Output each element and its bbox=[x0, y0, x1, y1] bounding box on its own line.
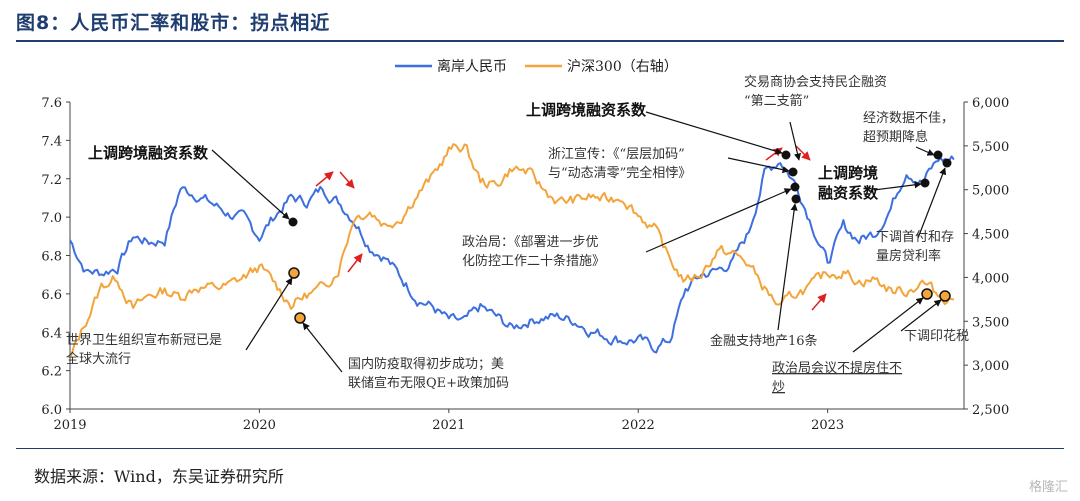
annotation-second-arrow-line2: “第二支箭” bbox=[744, 93, 809, 109]
y-left-tick-label: 6.2 bbox=[41, 365, 62, 380]
y-axis-right-ticks: 2,500 3,000 3,500 4,000 4,500 5,000 5,500 6,000 bbox=[964, 96, 1009, 418]
marker-dot-yellow bbox=[939, 290, 951, 302]
y-right-tick-label: 4,000 bbox=[972, 271, 1009, 286]
marker-dot-yellow bbox=[921, 288, 933, 300]
x-axis-ticks: 2019 2020 2021 2022 2023 bbox=[53, 409, 844, 433]
marker-dot-black bbox=[942, 158, 952, 168]
marker-dot-black bbox=[790, 182, 800, 192]
y-right-tick-label: 2,500 bbox=[972, 403, 1009, 418]
data-source: 数据来源：Wind，东吴证券研究所 bbox=[34, 467, 284, 486]
annotation-zhejiang-line2: 与“动态清零”完全相悖》 bbox=[548, 165, 691, 181]
marker-dot-yellow bbox=[288, 267, 300, 279]
y-left-tick-label: 7.4 bbox=[41, 134, 62, 149]
y-right-tick-label: 4,500 bbox=[972, 228, 1009, 243]
title-rule bbox=[16, 40, 1064, 42]
marker-dot-yellow bbox=[294, 312, 306, 324]
annotation-epidemic-control-line2: 联储宣布无限QE+政策加码 bbox=[348, 375, 509, 391]
annotation-second-arrow-line1: 交易商协会支持民企融资 bbox=[744, 74, 887, 90]
trend-arrow-up-2022-csi bbox=[811, 293, 827, 311]
marker-dot-black bbox=[933, 150, 943, 160]
x-tick-label: 2020 bbox=[243, 418, 276, 433]
y-right-tick-label: 3,500 bbox=[972, 315, 1009, 330]
x-tick-label: 2023 bbox=[811, 418, 844, 433]
trend-arrow-up-2020 bbox=[315, 171, 334, 187]
annotation-politburo-property-line1: 政治局会议不提房住不 bbox=[772, 360, 902, 376]
y-left-tick-label: 7.6 bbox=[41, 96, 62, 111]
y-right-tick-label: 6,000 bbox=[972, 96, 1009, 111]
x-tick-label: 2021 bbox=[432, 418, 465, 433]
event-markers bbox=[288, 150, 952, 324]
annotation-property-16: 金融支持地产16条 bbox=[710, 333, 818, 349]
trend-arrow-up-2020-csi bbox=[347, 253, 363, 273]
y-right-tick-label: 3,000 bbox=[972, 359, 1009, 374]
watermark-logo: 格隆汇 bbox=[1028, 480, 1068, 495]
x-tick-label: 2022 bbox=[622, 418, 655, 433]
series-line-cnh bbox=[69, 155, 955, 354]
annotation-raise-ratio-2022: 上调跨境融资系数 bbox=[526, 101, 647, 119]
y-left-tick-label: 6.4 bbox=[41, 326, 62, 341]
annotation-politburo-20-line1: 政治局：《部署进一步优 bbox=[462, 235, 599, 250]
y-left-tick-label: 6.8 bbox=[41, 250, 62, 265]
annotation-rate-cut-line1: 经济数据不佳， bbox=[863, 111, 954, 126]
annotation-raise-ratio-2023-line2: 融资系数 bbox=[818, 184, 879, 202]
annotation-stamp-duty: 下调印花税 bbox=[904, 328, 969, 344]
y-axis-left-ticks: 6.0 6.2 6.4 6.6 6.8 7.0 7.2 7.4 7.6 bbox=[41, 96, 70, 418]
marker-dot-black bbox=[288, 217, 298, 227]
source-rule bbox=[16, 448, 1064, 449]
annotation-mortgage-line2: 量房贷利率 bbox=[876, 248, 941, 264]
y-right-tick-label: 5,500 bbox=[972, 140, 1009, 155]
y-left-tick-label: 6.6 bbox=[41, 288, 62, 303]
legend-label-csi300: 沪深300（右轴） bbox=[567, 59, 678, 75]
annotation-rate-cut-line2: 超预期降息 bbox=[863, 129, 928, 145]
leader-lines bbox=[211, 111, 947, 373]
trend-arrow-down-2020 bbox=[339, 171, 355, 189]
y-left-tick-label: 7.2 bbox=[41, 173, 62, 188]
x-tick-label: 2019 bbox=[53, 418, 86, 433]
annotation-raise-ratio-2023-line1: 上调跨境 bbox=[818, 164, 878, 182]
figure-title: 图8：人民币汇率和股市：拐点相近 bbox=[16, 12, 331, 34]
legend-label-cnh: 离岸人民币 bbox=[437, 58, 507, 75]
y-left-tick-label: 6.0 bbox=[41, 403, 62, 418]
trend-arrow-down-2022 bbox=[795, 145, 811, 161]
marker-dot-black bbox=[788, 167, 798, 177]
annotation-zhejiang-line1: 浙江宣传：《“层层加码” bbox=[548, 146, 685, 162]
annotation-who-pandemic-line1: 世界卫生组织宣布新冠已是 bbox=[66, 332, 222, 348]
y-left-tick-label: 7.0 bbox=[41, 211, 62, 226]
series-line-csi300 bbox=[69, 143, 954, 359]
annotation-who-pandemic-line2: 全球大流行 bbox=[66, 351, 131, 367]
annotation-epidemic-control-line1: 国内防疫取得初步成功；美 bbox=[348, 356, 504, 372]
marker-dot-black bbox=[781, 150, 791, 160]
trend-arrow-up-2022 bbox=[765, 147, 783, 161]
marker-dot-black bbox=[920, 178, 930, 188]
legend: 离岸人民币 沪深300（右轴） bbox=[395, 58, 678, 75]
annotation-politburo-20-line2: 化防控工作二十条措施》 bbox=[462, 253, 605, 269]
annotation-raise-ratio-2020: 上调跨境融资系数 bbox=[88, 144, 209, 162]
annotations: 上调跨境融资系数 世界卫生组织宣布新冠已是 全球大流行 国内防疫取得初步成功；美… bbox=[66, 74, 969, 395]
y-right-tick-label: 5,000 bbox=[972, 184, 1009, 199]
annotation-mortgage-line1: 下调首付和存 bbox=[876, 230, 954, 245]
marker-dot-black bbox=[791, 194, 801, 204]
annotation-politburo-property-line2: 炒 bbox=[772, 380, 785, 395]
